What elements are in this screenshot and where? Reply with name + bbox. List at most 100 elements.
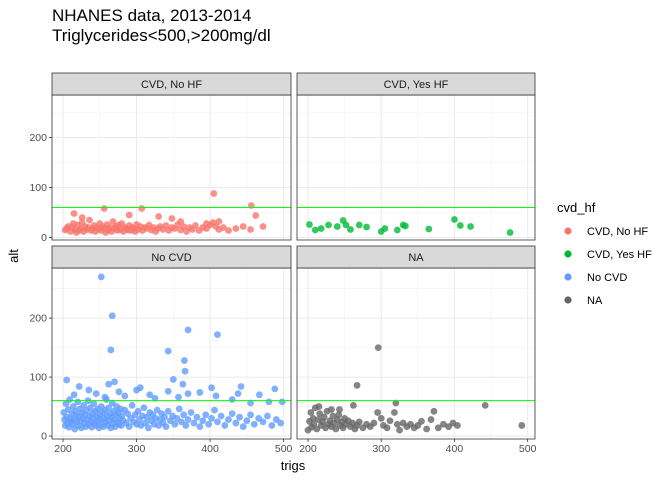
data-point [418,417,425,425]
strip-label: CVD, No HF [141,79,202,91]
data-point [190,419,198,427]
data-point [181,367,189,375]
data-point [355,221,363,229]
data-point [427,416,435,423]
y-tick-label: 100 [29,372,47,384]
data-point [180,411,188,419]
data-point [90,400,98,408]
data-point [105,404,113,412]
legend-label: CVD, Yes HF [587,249,652,261]
data-point [363,223,370,231]
data-point [184,416,192,423]
y-tick-label: 0 [41,232,47,244]
data-point [219,224,227,231]
data-point [184,390,192,397]
data-point [243,417,251,425]
data-point [390,409,398,416]
data-point [393,226,401,234]
data-point [228,410,236,418]
data-point [336,406,343,413]
data-point [115,388,123,396]
data-point [146,391,154,399]
data-point [353,381,361,389]
legend-key [564,273,572,281]
data-point [121,392,129,400]
data-point [66,396,74,403]
data-point [182,422,190,429]
data-point [125,423,133,431]
data-point [271,385,279,393]
data-point [100,205,108,212]
data-point [210,190,218,197]
data-point [211,406,218,414]
data-point [107,346,115,354]
data-point [109,218,117,225]
data-point [187,409,195,416]
y-tick-label: 0 [41,431,47,443]
strip-label: NA [408,252,424,264]
data-point [374,409,381,416]
data-point [451,216,458,223]
x-axis-title: trigs [281,458,306,473]
data-point [317,225,325,232]
data-point [74,398,82,406]
data-point [101,393,109,401]
data-point [264,412,271,420]
data-point [453,422,461,429]
data-point [215,218,223,225]
data-point [232,225,240,232]
data-point [239,223,247,230]
x-tick-label: 200 [299,443,317,455]
data-point [212,392,220,400]
data-point [92,390,100,397]
y-axis-title: alt [6,249,21,263]
data-point [203,220,210,227]
data-point [225,416,232,423]
data-point [128,401,136,409]
panel-na: NA 200 300 400 500 [296,245,537,455]
data-point [175,393,182,401]
data-point [169,376,177,383]
data-point [315,403,323,410]
data-point [252,212,260,219]
data-point [164,347,172,355]
data-point [247,399,254,407]
y-tick-label: 200 [29,132,47,144]
data-point [383,424,391,432]
data-point [396,426,403,434]
panel-cvd-yes-hf: CVD, Yes HF [296,72,536,241]
strip-label: CVD, Yes HF [384,79,449,91]
data-point [467,223,474,230]
data-point [239,423,247,431]
data-point [196,423,204,431]
data-point [456,222,464,229]
data-point [393,420,401,428]
legend-key [564,250,572,258]
x-tick-label: 500 [275,443,293,455]
data-point [440,420,447,428]
data-point [63,376,71,384]
data-point [401,222,409,230]
data-point [434,424,442,432]
chart-title-line-1: NHANES data, 2013-2014 [52,6,251,25]
data-point [180,223,188,230]
data-point [105,380,113,388]
chart-title-line-2: Triglycerides<500,>200mg/dl [52,26,271,45]
data-point [180,357,188,364]
data-point [425,225,433,233]
data-point [164,387,172,395]
data-point [381,225,389,232]
data-point [144,424,152,432]
data-point [136,384,144,392]
data-point [277,419,285,427]
data-point [307,409,315,416]
legend-item-cvd-yes-hf: CVD, Yes HF [564,249,652,261]
data-point [259,223,267,230]
data-point [199,417,207,425]
data-point [86,216,93,224]
data-point [208,414,215,422]
data-point [214,418,221,426]
data-point [311,226,319,234]
data-point [140,404,148,412]
